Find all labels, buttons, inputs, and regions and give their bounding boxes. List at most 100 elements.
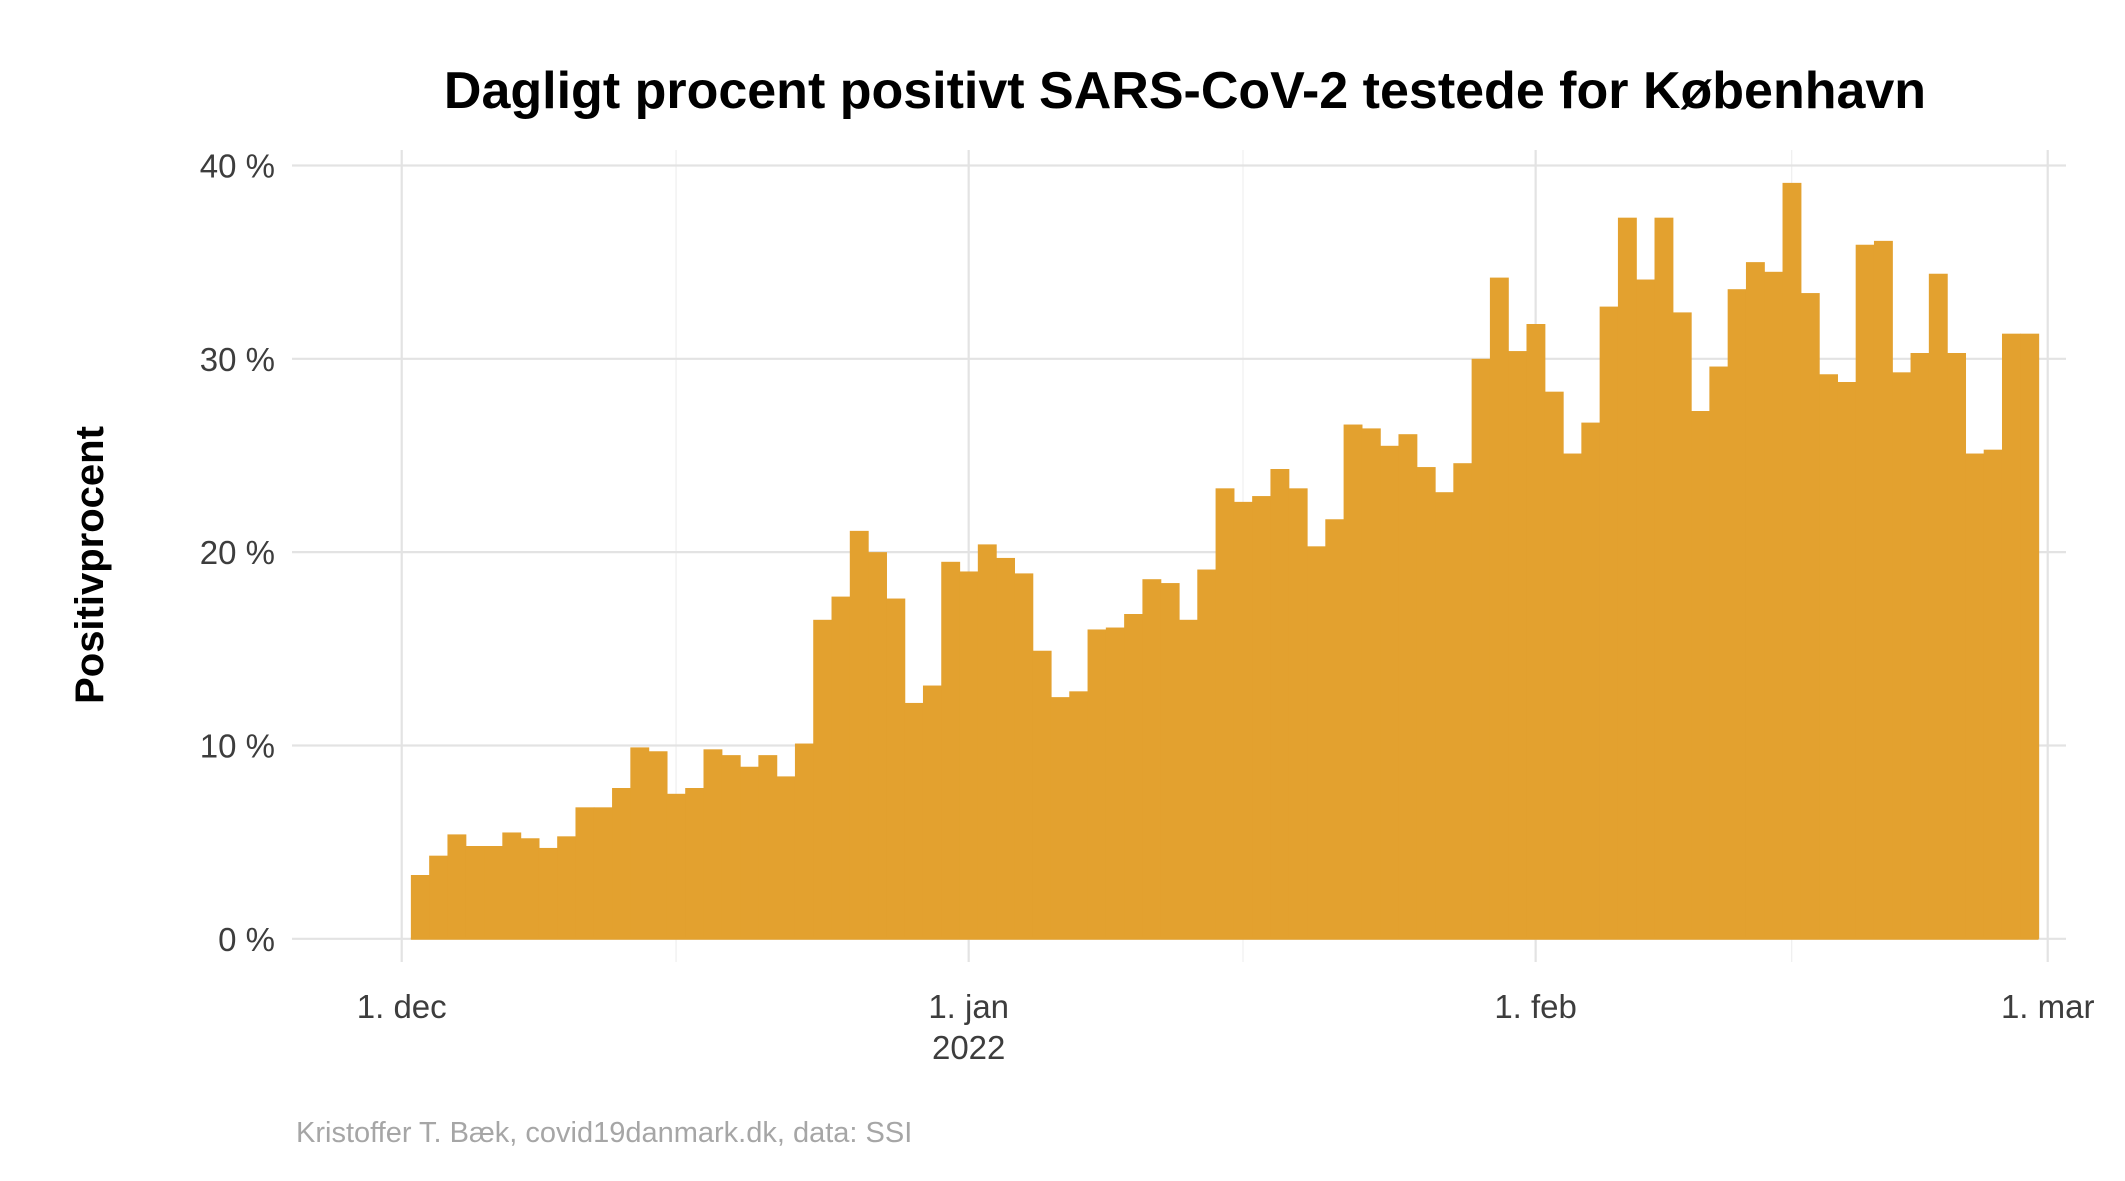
bar (1471, 358, 1491, 939)
x-axis-ticks: 1. dec 1. jan 2022 1. feb 1. mar (357, 988, 2095, 1066)
bar (1032, 650, 1052, 939)
bar (1416, 467, 1436, 939)
bar (557, 836, 577, 939)
bar (1672, 312, 1692, 939)
x-tick-label: 1. mar (2001, 988, 2095, 1025)
bar (721, 755, 741, 939)
bars (410, 182, 2040, 939)
y-axis-ticks: 0 % 10 % 20 % 30 % 40 % (200, 147, 275, 957)
y-tick-label: 30 % (200, 341, 275, 378)
bar (1105, 627, 1125, 939)
bar (1398, 434, 1418, 939)
bar (849, 530, 869, 939)
y-tick-label: 10 % (200, 727, 275, 764)
bar (410, 875, 430, 939)
bar (520, 838, 540, 939)
bar (1928, 273, 1948, 939)
bar (1453, 463, 1473, 939)
y-tick-label: 20 % (200, 534, 275, 571)
caption: Kristoffer T. Bæk, covid19danmark.dk, da… (296, 1117, 912, 1149)
bar (1709, 366, 1729, 939)
bar (1087, 629, 1107, 939)
bar (1508, 351, 1528, 939)
bar (1636, 279, 1656, 939)
chart-title: Dagligt procent positivt SARS-CoV-2 test… (444, 62, 1926, 120)
bar (703, 749, 723, 939)
bar (612, 788, 631, 939)
bar (2020, 333, 2040, 939)
bar (1983, 449, 2003, 939)
bar (465, 846, 485, 939)
bar (1745, 262, 1765, 939)
bar (1270, 469, 1290, 939)
bar (959, 571, 979, 939)
bar (1819, 374, 1838, 939)
bar (1197, 569, 1217, 939)
bar (1160, 583, 1180, 939)
bar (1343, 424, 1363, 939)
bar (831, 596, 851, 939)
bar (502, 832, 522, 939)
bar (1124, 614, 1144, 939)
y-tick-label: 0 % (218, 921, 275, 958)
x-tick-label: 1. feb (1494, 988, 1577, 1025)
bar (922, 685, 942, 939)
bar (1691, 411, 1710, 939)
bar (1563, 453, 1582, 939)
x-tick-label: 1. dec (357, 988, 447, 1025)
bar (1014, 573, 1034, 939)
bar (941, 561, 961, 939)
bar (1965, 453, 1985, 939)
bar (1069, 691, 1089, 939)
bar (977, 544, 997, 939)
bar (1910, 353, 1930, 939)
bar (813, 619, 833, 939)
bar (1435, 492, 1454, 939)
bar (1288, 488, 1308, 939)
y-tick-label: 40 % (200, 147, 275, 184)
bar (575, 807, 595, 939)
bar (484, 846, 503, 939)
bar (1654, 217, 1674, 939)
bar (538, 847, 558, 939)
bar (1489, 277, 1509, 939)
x-tick-sublabel: 2022 (932, 1029, 1005, 1066)
bar (1526, 324, 1546, 939)
bar (429, 855, 449, 939)
bar (794, 743, 814, 939)
bar (1764, 271, 1784, 939)
bar (1307, 546, 1326, 939)
bar (1325, 519, 1345, 939)
bar (904, 702, 924, 939)
bar (1727, 289, 1747, 939)
bar (1050, 697, 1070, 939)
bar (1855, 244, 1875, 939)
bar (1873, 240, 1893, 939)
bar (685, 788, 705, 939)
bar (1233, 501, 1253, 939)
bar (868, 552, 887, 939)
bar (593, 807, 613, 939)
bar (2001, 333, 2021, 939)
bar (1361, 428, 1381, 939)
bar (1947, 353, 1967, 939)
bar (1252, 496, 1272, 939)
bar (1800, 293, 1820, 939)
bar (630, 747, 650, 939)
y-axis-label: Positivprocent (68, 426, 112, 704)
bar (447, 834, 467, 939)
bar (666, 793, 686, 939)
bar (758, 755, 778, 939)
bar (1179, 619, 1198, 939)
bar (1544, 391, 1564, 939)
bar (740, 766, 759, 939)
bar (1215, 488, 1235, 939)
bar (1380, 445, 1400, 939)
bar (1617, 217, 1637, 939)
bar (996, 557, 1016, 939)
bar (1581, 422, 1601, 939)
bar (1837, 382, 1857, 939)
bar (1599, 306, 1619, 939)
bar (776, 776, 796, 939)
